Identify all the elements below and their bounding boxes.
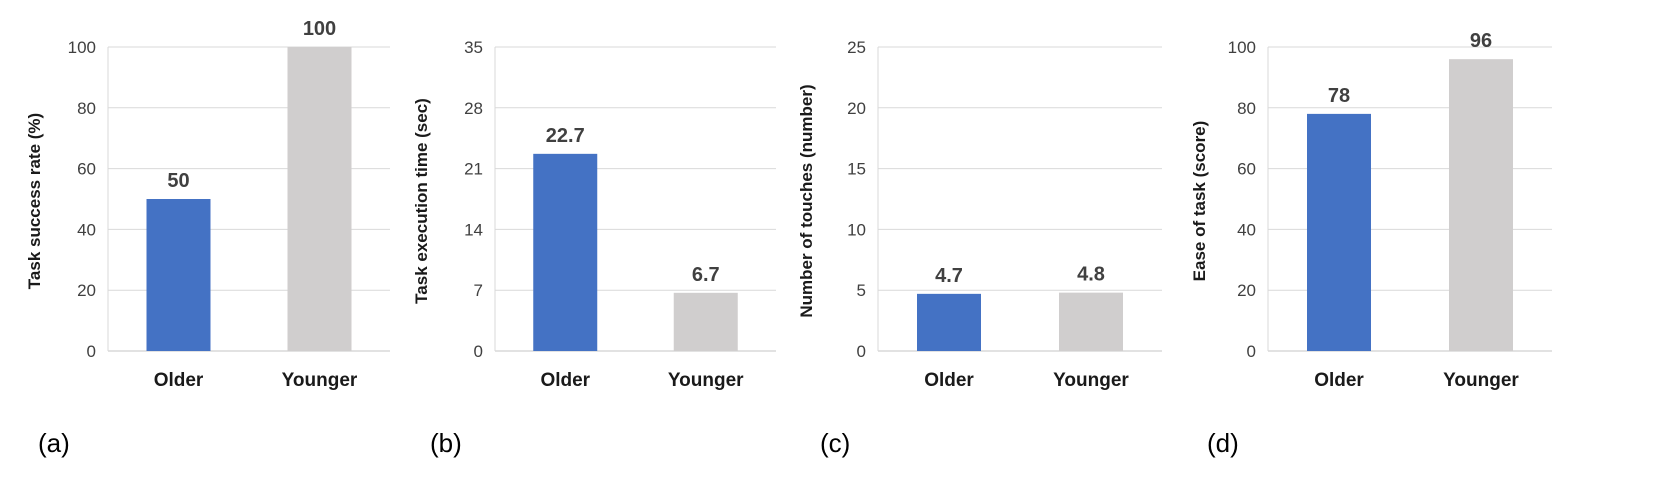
chart-panel-b: 0 7 14 21 28 35 22.7 Older 6.7 Younger Task execut…	[412, 38, 776, 458]
panel-label: (d)	[1207, 428, 1239, 458]
data-label: 4.8	[1077, 264, 1105, 286]
y-tick-label: 60	[77, 160, 96, 179]
y-axis-title: Task success rate (%)	[25, 113, 44, 289]
y-tick-label: 100	[1228, 38, 1256, 57]
panel-label: (b)	[430, 428, 462, 458]
y-tick-label: 100	[68, 38, 96, 57]
data-label: 100	[303, 18, 336, 40]
y-tick-label: 20	[77, 281, 96, 300]
chart-panel-a: 0 20 40 60 80 100 50 Older 100 Younger Task succes…	[25, 18, 390, 458]
y-tick-label: 10	[847, 220, 866, 239]
category-label: Younger	[1443, 370, 1519, 391]
y-tick-label: 35	[464, 38, 483, 57]
bar-older	[1307, 113, 1371, 351]
bar-younger	[673, 292, 738, 351]
y-tick-label: 14	[464, 220, 483, 239]
y-tick-label: 20	[1237, 281, 1256, 300]
data-label: 78	[1328, 85, 1350, 107]
y-tick-label: 80	[77, 99, 96, 118]
data-label: 96	[1470, 30, 1492, 52]
y-tick-label: 0	[87, 342, 96, 361]
y-tick-label: 0	[474, 342, 483, 361]
chart-panel-d: 0 20 40 60 80 100 78 Older 96 Younger Ease of task…	[1190, 30, 1552, 458]
y-tick-label: 40	[1237, 220, 1256, 239]
category-label: Older	[1314, 370, 1364, 391]
bar-older	[917, 293, 981, 351]
bar-younger	[287, 47, 352, 351]
category-label: Younger	[282, 370, 358, 391]
y-tick-label: 7	[474, 281, 483, 300]
y-tick-label: 15	[847, 160, 866, 179]
bar-younger	[1059, 292, 1123, 351]
data-label: 4.7	[935, 265, 963, 287]
chart-panel-c: 0 5 10 15 20 25 4.7 Older 4.8 Younger Number of to…	[797, 38, 1162, 458]
panel-label: (a)	[38, 428, 70, 458]
y-tick-label: 28	[464, 99, 483, 118]
y-axis-title: Ease of task (score)	[1190, 121, 1209, 282]
bar-older	[533, 153, 598, 351]
data-label: 6.7	[692, 264, 720, 286]
y-tick-label: 5	[857, 281, 866, 300]
category-label: Younger	[1053, 370, 1129, 391]
bar-younger	[1449, 59, 1513, 351]
category-label: Older	[924, 370, 974, 391]
y-tick-label: 20	[847, 99, 866, 118]
data-label: 50	[167, 170, 189, 192]
bar-older	[146, 199, 211, 351]
y-tick-label: 80	[1237, 99, 1256, 118]
panel-label: (c)	[820, 428, 850, 458]
category-label: Younger	[668, 370, 744, 391]
y-axis-title: Task execution time (sec)	[412, 98, 431, 304]
category-label: Older	[540, 370, 590, 391]
y-tick-label: 21	[464, 160, 483, 179]
y-tick-label: 60	[1237, 160, 1256, 179]
y-tick-label: 0	[1247, 342, 1256, 361]
category-label: Older	[154, 370, 204, 391]
y-tick-label: 0	[857, 342, 866, 361]
y-tick-label: 40	[77, 220, 96, 239]
data-label: 22.7	[546, 125, 585, 147]
y-axis-title: Number of touches (number)	[797, 84, 816, 317]
y-tick-label: 25	[847, 38, 866, 57]
